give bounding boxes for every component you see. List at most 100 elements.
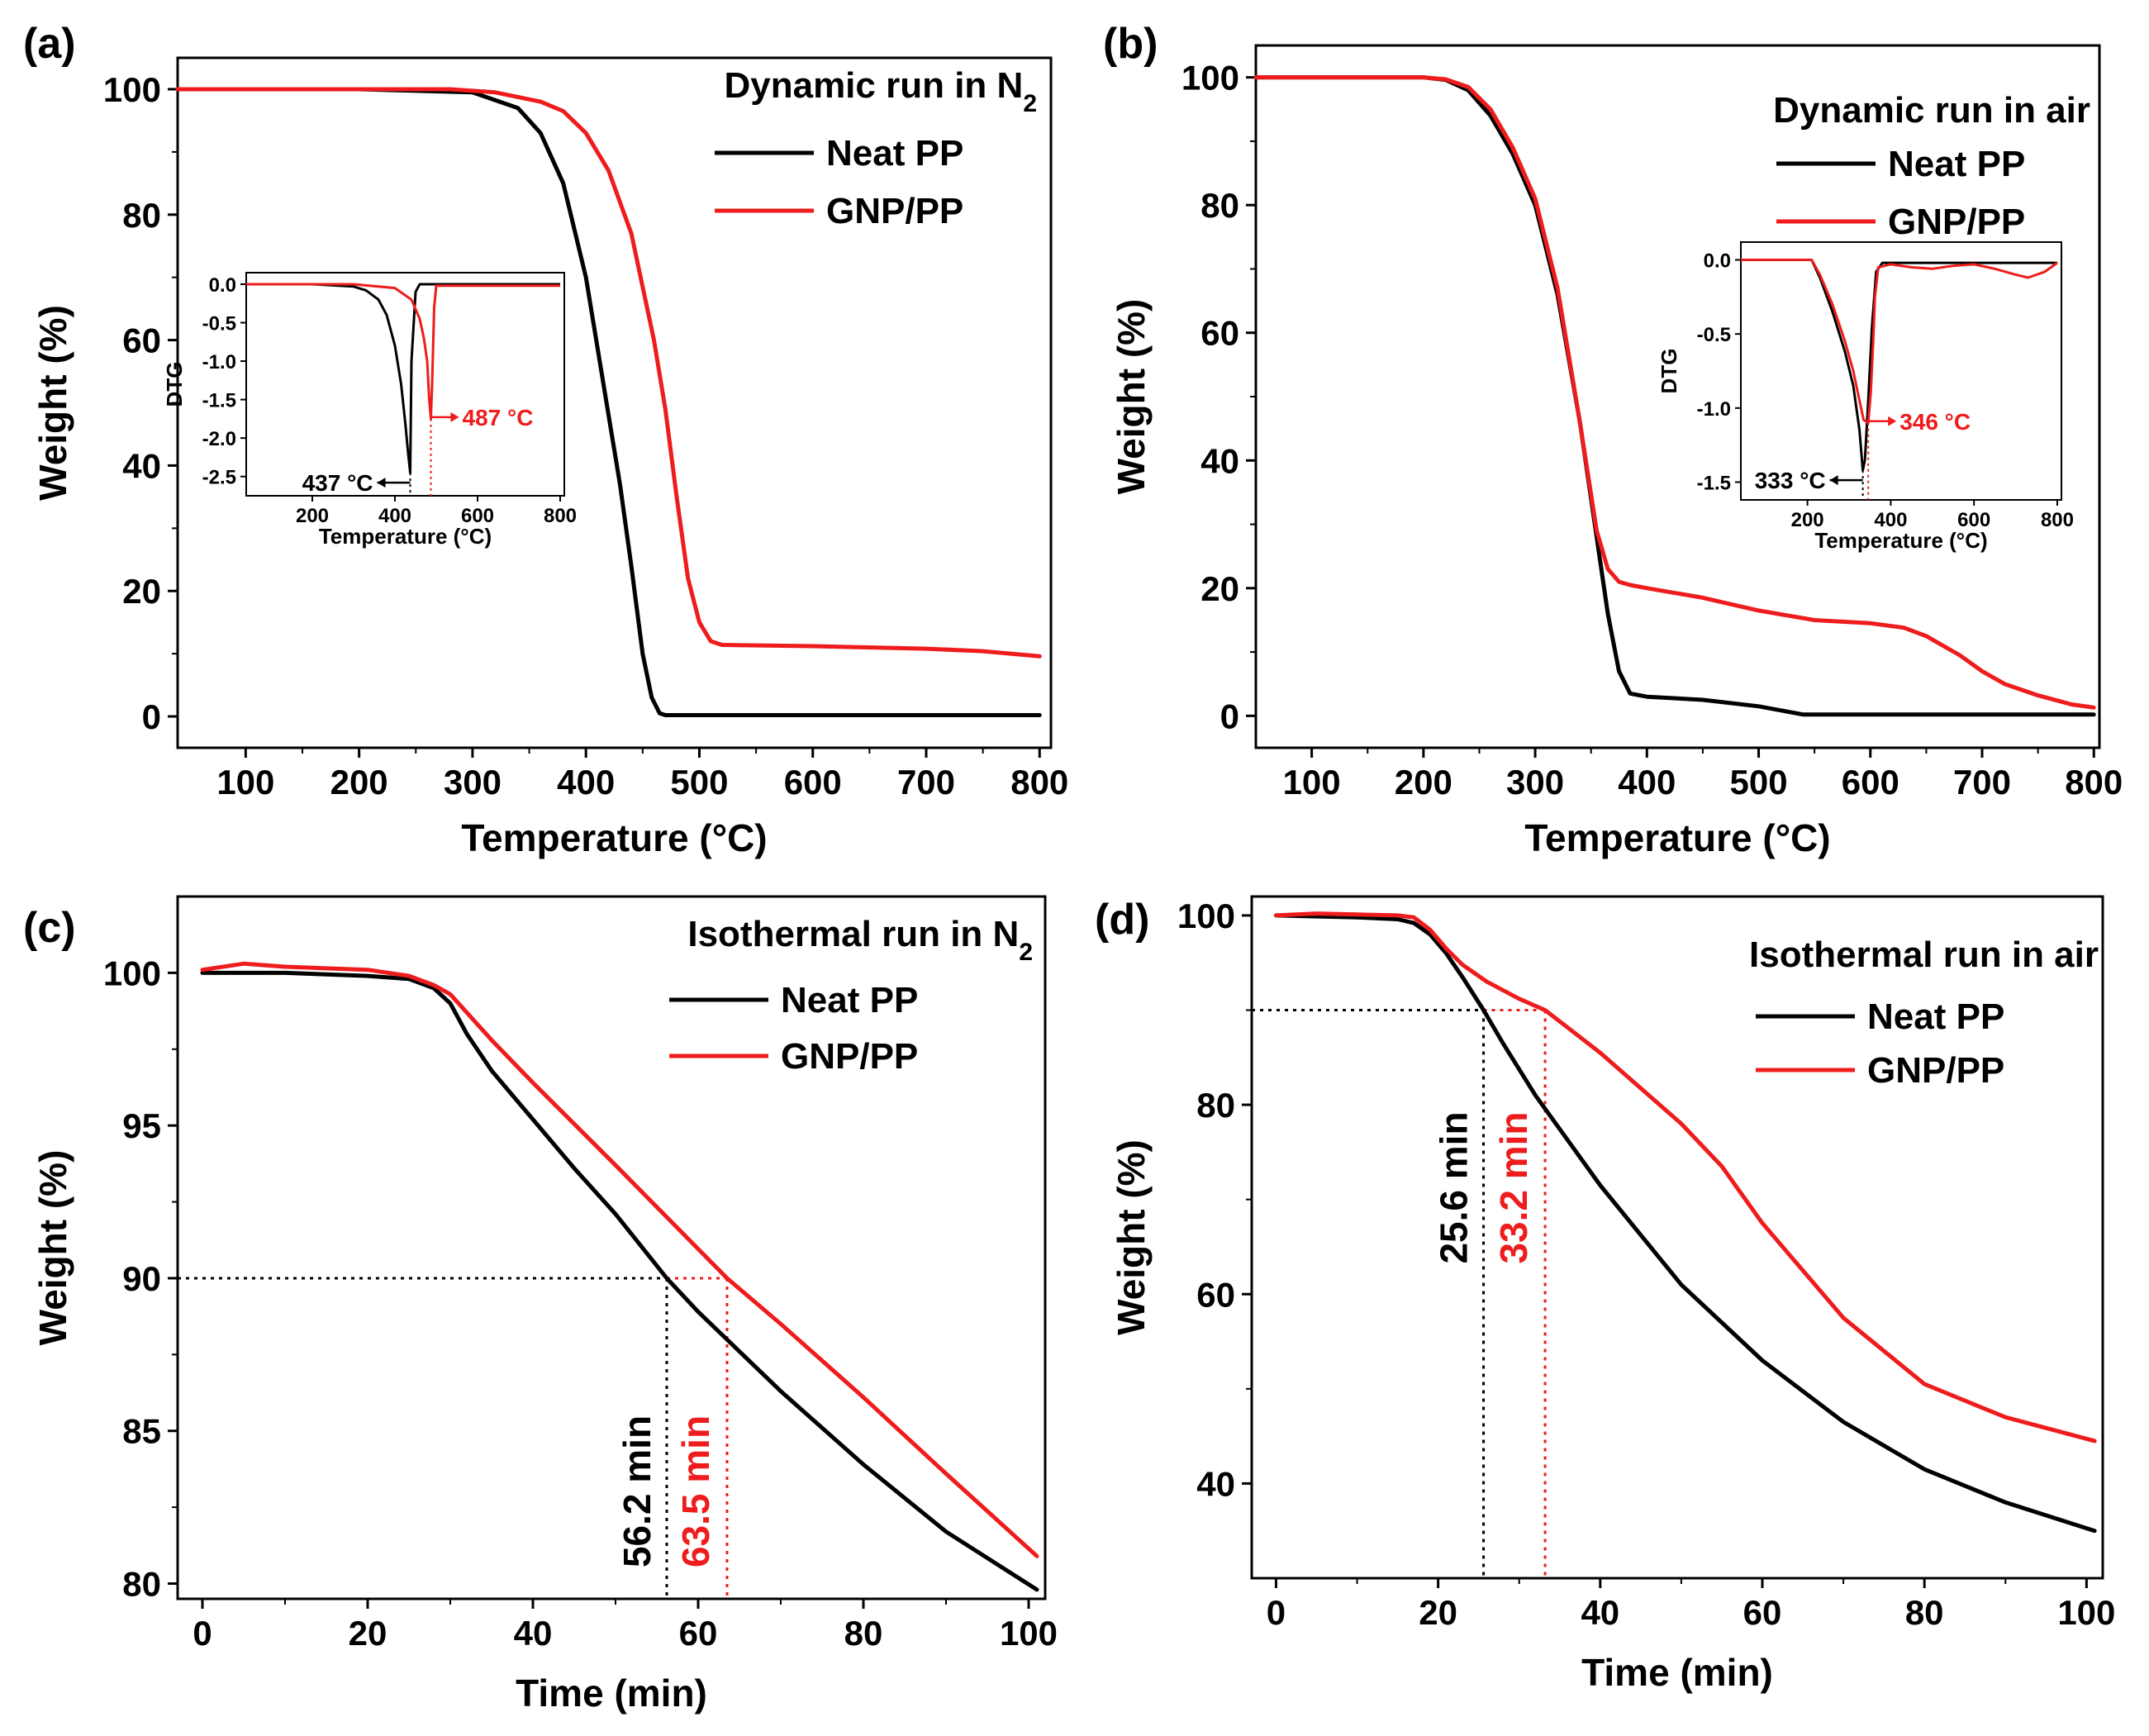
legend-title: Dynamic run in air <box>1773 90 2090 131</box>
legend-entry: GNP/PP <box>781 1036 918 1077</box>
series-line <box>175 87 1042 717</box>
x-axis-label: Time (min) <box>1581 1651 1773 1694</box>
series-line <box>200 961 1039 1558</box>
panel-c: 0 20 40 60 80 100 80 85 90 95 100 Time (min) Weight … <box>23 895 1058 1715</box>
x-tick-label: 600 <box>1842 763 1899 801</box>
y-axis-label: Weight (%) <box>1110 299 1153 495</box>
series-line <box>1273 911 2097 1443</box>
plot-frame <box>1250 895 2104 1580</box>
panel-label: (b) <box>1103 20 1158 68</box>
inset-x-tick-label: 800 <box>2041 509 2074 531</box>
legend-entry: Neat PP <box>1867 996 2004 1037</box>
inset-series-line <box>1741 259 2058 425</box>
x-tick-label: 80 <box>1905 1593 1944 1632</box>
y-tick-label: 80 <box>122 1565 161 1604</box>
legend-entry: GNP/PP <box>826 191 963 231</box>
time-annotation-neat: 25.6 min <box>1433 1111 1476 1263</box>
y-tick-label: 0 <box>1220 697 1239 735</box>
x-tick-label: 0 <box>193 1614 212 1653</box>
y-tick-label: 100 <box>103 954 161 992</box>
legend-title: Isothermal run in air <box>1749 935 2099 975</box>
y-tick-label: 60 <box>1200 314 1239 353</box>
inset-peak-label-gnp: 346 °C <box>1899 409 1971 435</box>
inset-y-tick-label: -1.5 <box>202 390 236 412</box>
inset-x-tick-label: 200 <box>296 505 329 527</box>
y-tick-label: 100 <box>1181 59 1239 98</box>
legend-title: Dynamic run in N2 <box>724 65 1037 117</box>
legend-entry: Neat PP <box>826 133 963 174</box>
series-line <box>1273 913 2097 1534</box>
inset-y-tick-label: -1.5 <box>1697 472 1731 494</box>
panel-d: 0 20 40 60 80 100 40 60 80 100 Time (min) Weight (%… <box>1095 895 2115 1694</box>
inset-series-line <box>246 283 560 474</box>
inset-y-axis-label: DTG <box>1657 349 1681 394</box>
inset-frame <box>245 272 565 497</box>
inset-y-tick-label: -0.5 <box>1697 324 1731 346</box>
time-annotation-gnp: 33.2 min <box>1492 1111 1535 1263</box>
inset-arrowhead-gnp <box>1888 416 1897 426</box>
x-tick-label: 100 <box>2057 1593 2115 1632</box>
x-tick-label: 500 <box>1730 763 1788 801</box>
x-tick-label: 600 <box>784 763 842 801</box>
y-tick-label: 60 <box>1196 1275 1235 1314</box>
x-tick-label: 60 <box>679 1614 718 1653</box>
inset-arrowhead-neat <box>1829 475 1838 486</box>
legend-entry: Neat PP <box>781 980 918 1020</box>
x-axis-label: Temperature (°C) <box>461 816 767 859</box>
inset-y-tick-label: -2.0 <box>202 428 236 450</box>
panel-a: 100 200 300 400 500 600 700 800 0 20 40 60 80 100 Temp… <box>23 20 1068 859</box>
x-tick-label: 700 <box>897 763 955 801</box>
x-axis-label: Temperature (°C) <box>1524 816 1830 859</box>
y-axis-label: Weight (%) <box>31 305 74 501</box>
inset-y-tick-label: 0.0 <box>209 274 236 297</box>
inset-peak-label-gnp: 487 °C <box>463 405 534 430</box>
series-line <box>200 970 1039 1592</box>
legend-title: Isothermal run in N2 <box>687 914 1033 966</box>
x-tick-label: 500 <box>670 763 728 801</box>
panel-b: 100 200 300 400 500 600 700 800 0 20 40 60 80 100 Temp… <box>1103 20 2123 859</box>
x-tick-label: 800 <box>1010 763 1068 801</box>
x-tick-label: 200 <box>330 763 388 801</box>
inset-frame <box>1740 241 2062 501</box>
y-tick-label: 90 <box>122 1259 161 1298</box>
inset-x-axis-label: Temperature (°C) <box>319 524 492 549</box>
x-tick-label: 200 <box>1395 763 1452 801</box>
y-tick-label: 40 <box>1200 441 1239 480</box>
x-tick-label: 20 <box>1419 1593 1457 1632</box>
inset-peak-label-neat: 437 °C <box>302 470 373 496</box>
y-tick-label: 20 <box>122 572 161 611</box>
legend-entry: GNP/PP <box>1867 1050 2004 1091</box>
inset-x-tick-label: 800 <box>544 505 577 527</box>
inset-x-tick-label: 600 <box>461 505 494 527</box>
y-tick-label: 100 <box>1177 897 1235 935</box>
time-annotation-neat: 56.2 min <box>616 1415 658 1567</box>
inset-y-tick-label: -1.0 <box>1697 398 1731 421</box>
x-tick-label: 100 <box>216 763 274 801</box>
inset-y-tick-label: -2.5 <box>202 467 236 489</box>
inset-dtg: 200 400 600 800 0.0 -0.5 -1.0 -1.5 -2.0 -2.5 Tempe… <box>162 272 577 549</box>
inset-arrowhead-neat <box>377 478 386 488</box>
inset-x-axis-label: Temperature (°C) <box>1814 528 1987 553</box>
x-tick-label: 40 <box>514 1614 553 1653</box>
series-line <box>1253 75 2096 710</box>
inset-arrowhead-gnp <box>450 411 459 422</box>
y-tick-label: 80 <box>122 196 161 235</box>
x-tick-label: 40 <box>1581 1593 1619 1632</box>
inset-series-line <box>246 283 560 421</box>
y-tick-label: 40 <box>1196 1464 1235 1503</box>
time-annotation-gnp: 63.5 min <box>674 1415 717 1567</box>
inset-y-tick-label: -1.0 <box>202 351 236 373</box>
y-tick-label: 40 <box>122 446 161 485</box>
panel-label: (a) <box>23 20 76 68</box>
inset-x-tick-label: 400 <box>1874 509 1907 531</box>
inset-peak-label-neat: 333 °C <box>1755 468 1826 493</box>
y-tick-label: 0 <box>142 697 161 736</box>
legend-entry: GNP/PP <box>1888 202 2025 242</box>
x-tick-label: 300 <box>444 763 502 801</box>
legend-entry: Neat PP <box>1888 144 2025 184</box>
x-tick-label: 0 <box>1267 1593 1286 1632</box>
x-tick-label: 60 <box>1743 1593 1782 1632</box>
x-tick-label: 100 <box>1000 1614 1058 1653</box>
x-tick-label: 700 <box>1953 763 2011 801</box>
